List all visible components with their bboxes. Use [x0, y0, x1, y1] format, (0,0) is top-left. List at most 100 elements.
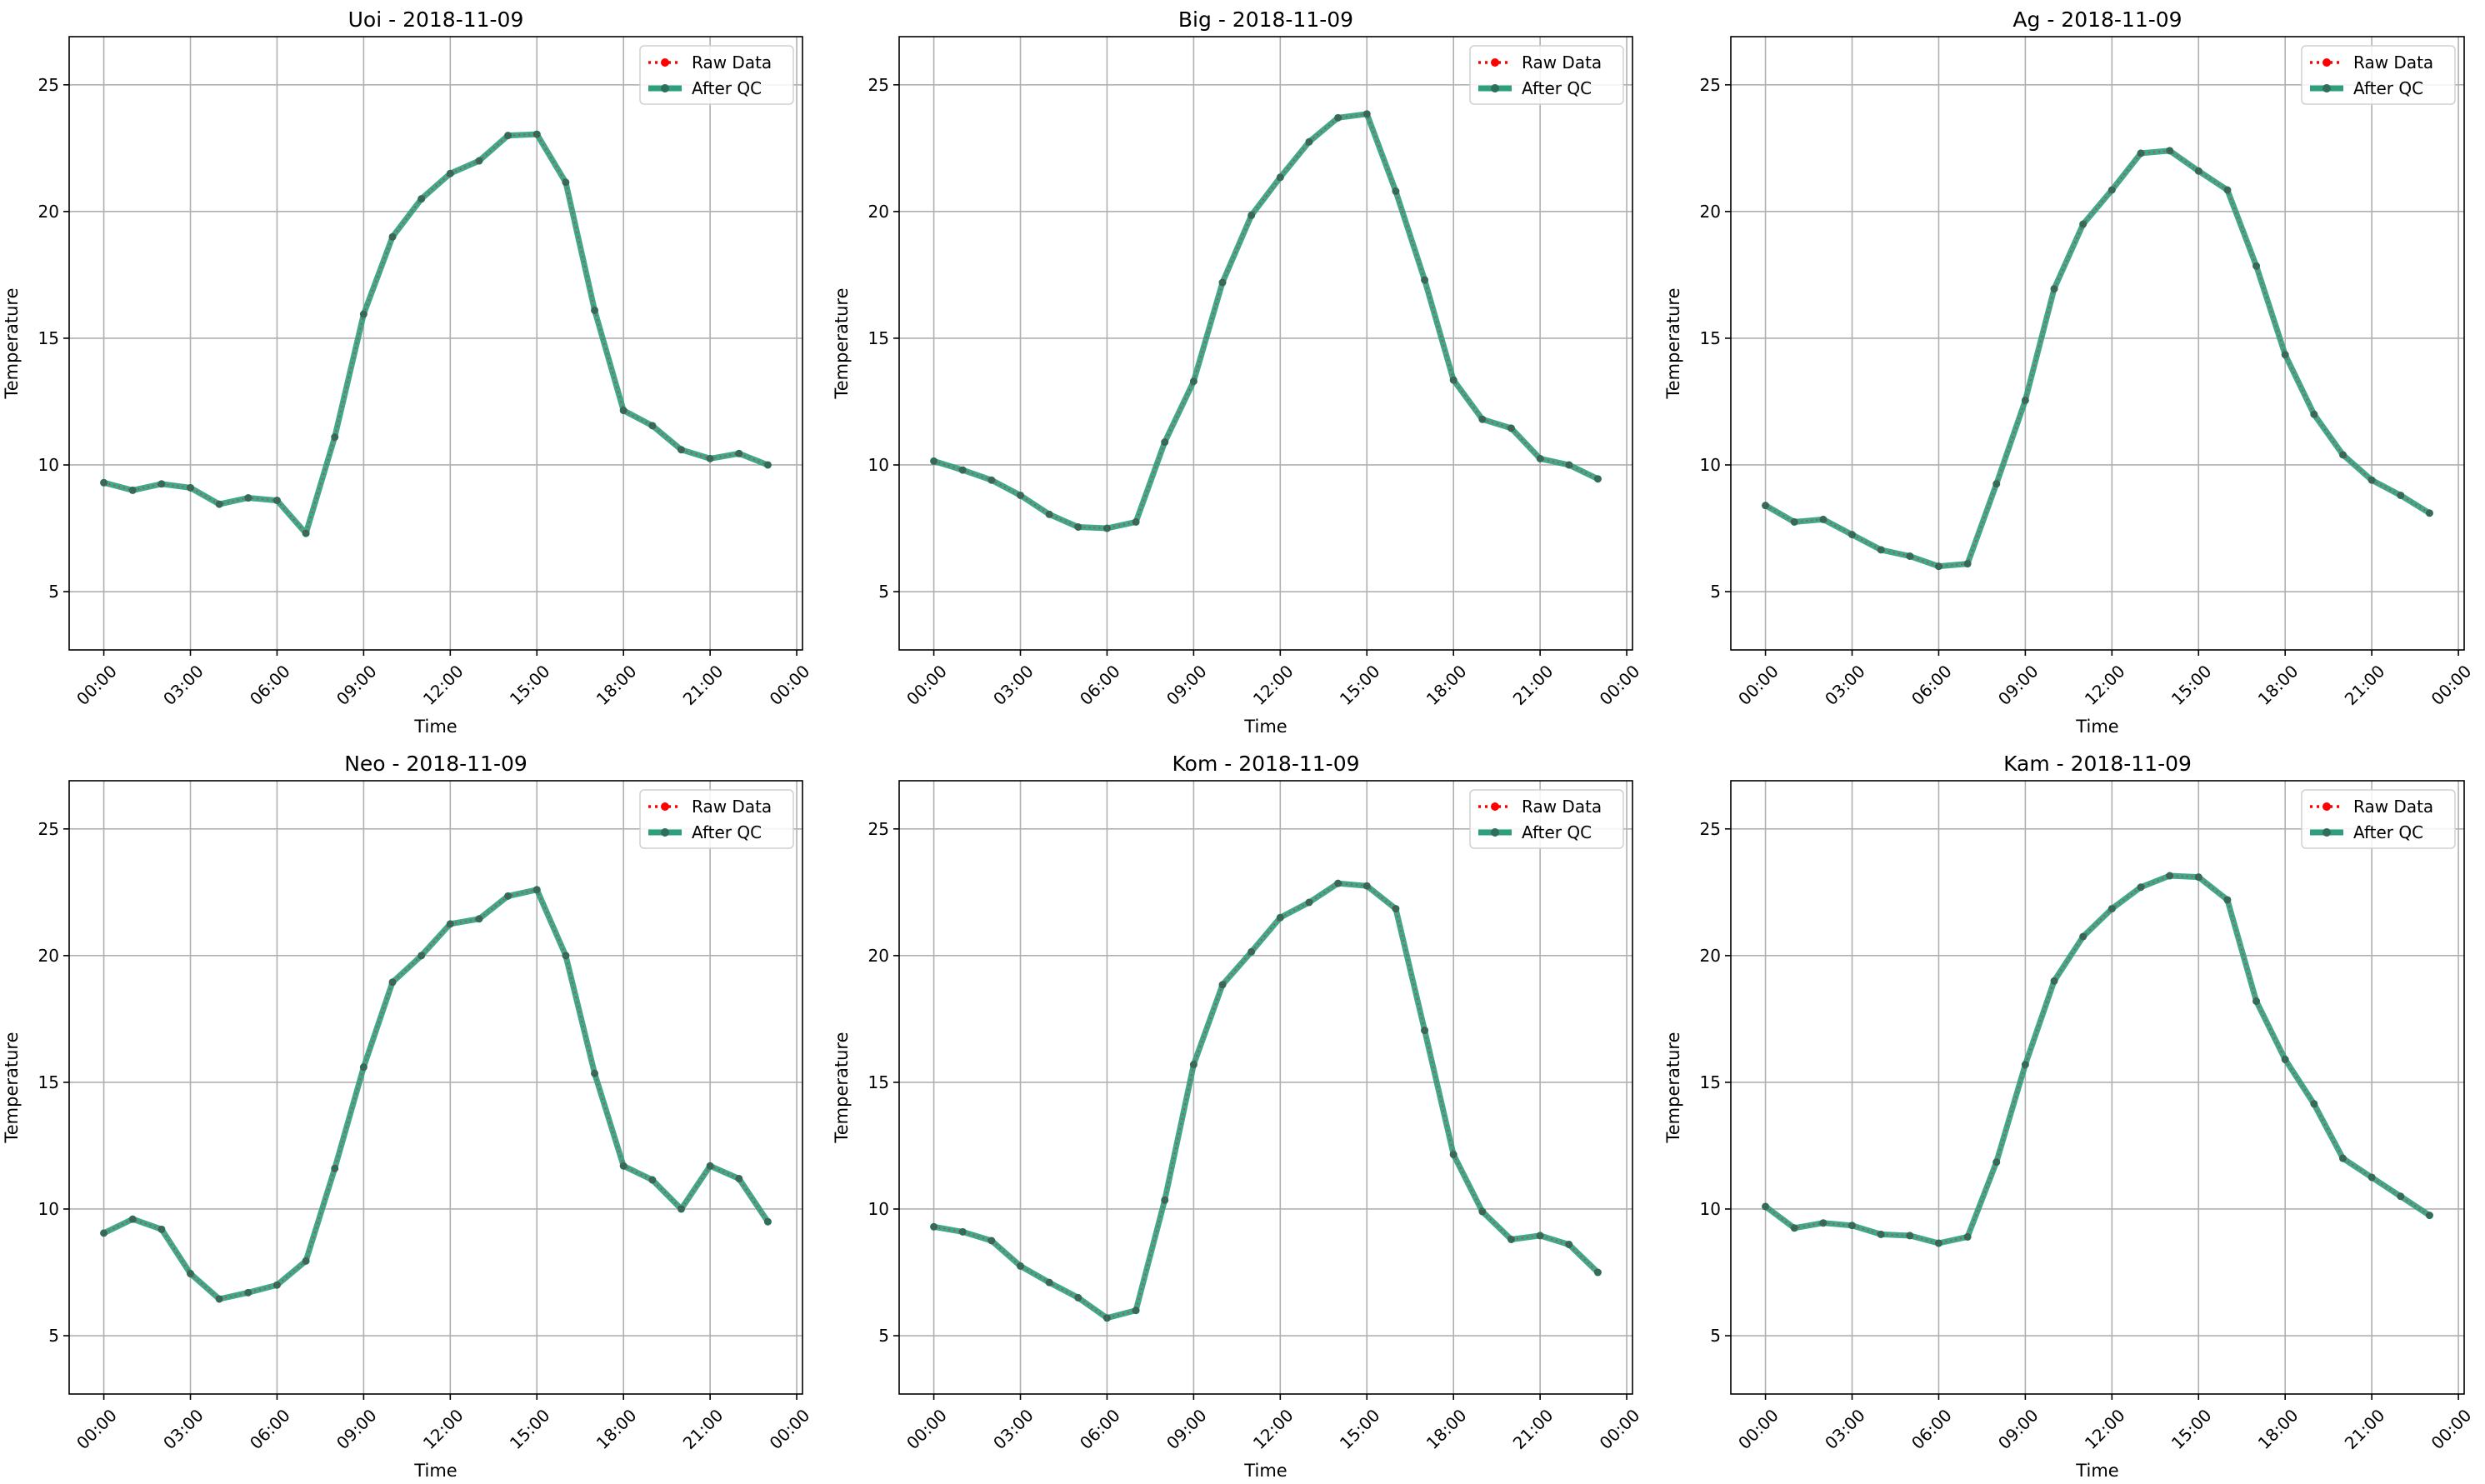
after-qc-point — [1161, 438, 1169, 447]
after-qc-point — [2079, 220, 2088, 228]
y-tick-label: 5 — [1710, 1326, 1721, 1346]
after-qc-point — [2021, 396, 2029, 404]
after-qc-point — [591, 306, 599, 314]
x-tick-label: 00:00 — [2428, 1405, 2476, 1453]
after-qc-point — [532, 886, 541, 894]
legend-label-raw: Raw Data — [692, 52, 772, 72]
after-qc-point — [1421, 1027, 1429, 1035]
series-line-raw-data — [1765, 149, 2430, 567]
after-qc-point — [1536, 1232, 1544, 1240]
after-qc-point — [2368, 1173, 2376, 1182]
after-qc-point — [1478, 1207, 1487, 1216]
x-tick-label: 12:00 — [419, 1405, 468, 1453]
after-qc-point — [187, 1270, 195, 1278]
y-tick-label: 15 — [1700, 328, 1721, 348]
after-qc-point — [272, 1281, 281, 1289]
after-qc-point — [735, 1174, 743, 1182]
after-qc-point — [1593, 1268, 1602, 1277]
x-tick-label: 00:00 — [72, 1405, 121, 1453]
y-tick-label: 10 — [1700, 1199, 1721, 1219]
legend-marker-qc — [2322, 828, 2331, 837]
x-tick-label: 06:00 — [246, 661, 294, 709]
legend-marker-raw — [2322, 802, 2331, 811]
x-axis-label: Time — [2075, 717, 2118, 737]
legend-marker-raw — [2322, 58, 2331, 67]
subplot-3: 00:00 03:00 06:00 09:00 12:00 15:00 18:00 21:00… — [1663, 7, 2475, 737]
after-qc-point — [1790, 517, 1798, 526]
subplot-1: 00:00 03:00 06:00 09:00 12:00 15:00 18:00 21:00… — [2, 7, 813, 737]
y-tick-label: 15 — [1700, 1072, 1721, 1092]
after-qc-point — [272, 497, 281, 505]
y-tick-label: 25 — [868, 75, 889, 95]
y-tick-label: 10 — [38, 1199, 59, 1219]
after-qc-point — [2252, 262, 2261, 270]
after-qc-point — [2252, 997, 2261, 1006]
after-qc-point — [2166, 147, 2174, 155]
series-line-raw-data — [1765, 874, 2430, 1245]
after-qc-point — [1565, 461, 1573, 469]
legend-marker-qc — [661, 84, 669, 92]
after-qc-point — [763, 1217, 772, 1226]
after-qc-point — [648, 1176, 657, 1184]
series-line-after-qc — [1763, 147, 2432, 570]
after-qc-point — [215, 1295, 223, 1303]
x-tick-label: 00:00 — [766, 661, 814, 709]
after-qc-point — [2338, 1154, 2347, 1162]
series-line-after-qc — [1763, 872, 2432, 1247]
subplot-2: 00:00 03:00 06:00 09:00 12:00 15:00 18:00 21:00… — [832, 7, 1643, 737]
series-line-raw-data — [103, 888, 769, 1301]
x-axis-label: Time — [413, 1461, 457, 1481]
legend-marker-raw — [1491, 802, 1499, 811]
after-qc-point — [2079, 932, 2088, 941]
after-qc-point — [2338, 451, 2347, 459]
x-tick-label: 21:00 — [679, 661, 728, 709]
x-tick-label: 15:00 — [506, 661, 554, 709]
after-qc-point — [1593, 475, 1602, 483]
x-tick-label: 06:00 — [1076, 661, 1124, 709]
after-qc-point — [504, 892, 512, 900]
after-qc-point — [2137, 149, 2145, 157]
x-tick-label: 00:00 — [2428, 661, 2476, 709]
after-qc-point — [1536, 454, 1544, 462]
after-qc-point — [1045, 510, 1053, 518]
after-qc-point — [1362, 110, 1371, 118]
x-tick-label: 00:00 — [1734, 1405, 1782, 1453]
subplot-title: Kom - 2018-11-09 — [1172, 752, 1360, 776]
after-qc-point — [1305, 137, 1313, 146]
legend-marker-qc — [1491, 828, 1499, 837]
subplot-title: Big - 2018-11-09 — [1178, 7, 1353, 32]
subplot-5: 00:00 03:00 06:00 09:00 12:00 15:00 18:00 21:00… — [832, 752, 1643, 1481]
after-qc-point — [2223, 186, 2232, 194]
after-qc-point — [532, 130, 541, 138]
after-qc-point — [1449, 376, 1458, 384]
x-axis-label: Time — [1243, 717, 1287, 737]
y-axis-label: Temperature — [2, 1032, 22, 1143]
after-qc-point — [1848, 531, 1857, 539]
after-qc-point — [562, 178, 570, 187]
legend-label-qc: After QC — [692, 78, 762, 98]
x-tick-label: 21:00 — [2341, 1405, 2389, 1453]
x-tick-label: 18:00 — [2254, 1405, 2302, 1453]
after-qc-point — [1906, 552, 1914, 560]
x-tick-label: 09:00 — [332, 661, 381, 709]
after-qc-point — [1276, 173, 1284, 182]
after-qc-point — [2368, 476, 2376, 484]
legend-marker-qc — [2322, 84, 2331, 92]
after-qc-point — [504, 132, 512, 140]
after-qc-point — [158, 480, 166, 488]
x-tick-label: 00:00 — [902, 661, 951, 709]
y-tick-label: 20 — [38, 202, 59, 222]
after-qc-point — [100, 478, 108, 487]
after-qc-point — [619, 407, 628, 415]
after-qc-point — [359, 310, 368, 318]
after-qc-point — [331, 1164, 339, 1172]
x-tick-label: 09:00 — [1162, 1405, 1211, 1453]
x-tick-label: 21:00 — [679, 1405, 728, 1453]
y-axis-label: Temperature — [1663, 1032, 1683, 1143]
x-tick-label: 18:00 — [1422, 1405, 1471, 1453]
series-line-after-qc — [932, 111, 1599, 532]
y-tick-label: 10 — [38, 455, 59, 475]
x-tick-label: 09:00 — [1162, 661, 1211, 709]
after-qc-point — [475, 157, 483, 165]
subplot-title: Kam - 2018-11-09 — [2003, 752, 2192, 776]
